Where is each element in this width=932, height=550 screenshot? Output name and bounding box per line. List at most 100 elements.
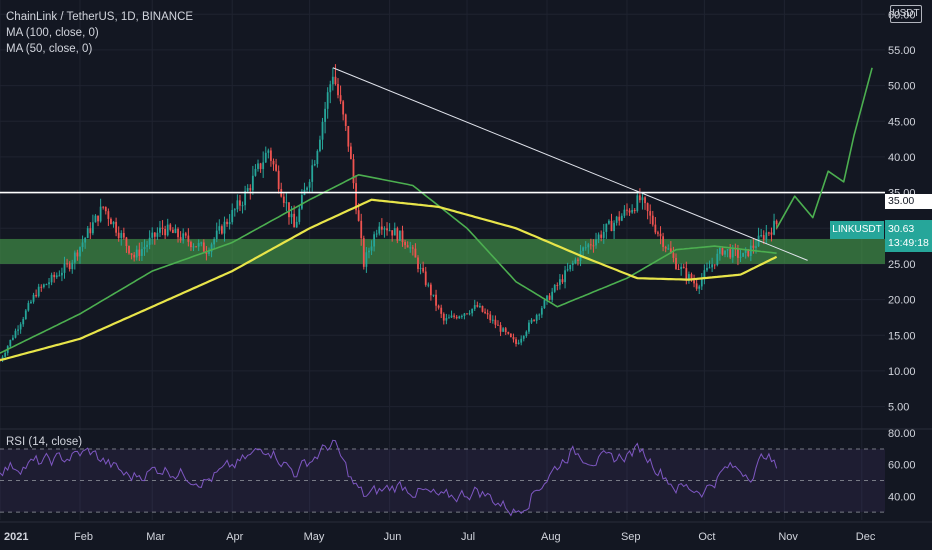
candle-body — [760, 235, 763, 237]
candle-body — [499, 325, 502, 332]
candle-body — [411, 247, 414, 249]
candle-body — [246, 188, 249, 192]
candle-body — [466, 313, 468, 315]
candle-body — [352, 159, 355, 184]
candle-body — [324, 108, 327, 122]
candle-body — [215, 230, 218, 240]
candle-body — [463, 313, 466, 316]
candle-body — [339, 95, 342, 102]
candle-body — [213, 239, 216, 245]
candle-body — [481, 305, 484, 312]
candle-body — [24, 310, 27, 320]
candle-body — [91, 222, 94, 234]
candle-body — [311, 165, 314, 182]
candle-body — [272, 160, 275, 165]
candle-body — [128, 245, 130, 254]
candle-body — [440, 307, 443, 314]
candle-body — [4, 352, 7, 357]
candle-body — [81, 242, 84, 248]
candle-body — [329, 84, 332, 93]
candle-body — [357, 210, 360, 221]
candle-body — [161, 227, 164, 229]
horizontal-level-label: 35.00 — [885, 194, 932, 209]
candle-body — [582, 247, 585, 251]
candle-body — [244, 191, 247, 206]
candle-body — [651, 215, 654, 225]
candle-body — [30, 301, 32, 304]
candle-body — [535, 315, 538, 321]
drawing-tools-layer — [0, 67, 885, 261]
candle-body — [577, 259, 579, 261]
candle-body — [42, 284, 45, 288]
candle-body — [762, 235, 765, 240]
candle-body — [708, 267, 711, 269]
currency-label[interactable]: USDT — [890, 5, 922, 23]
candle-body — [102, 206, 105, 208]
candle-body — [61, 272, 63, 276]
candle-body — [94, 215, 97, 223]
candle-body — [300, 195, 303, 209]
candle-body — [202, 242, 205, 252]
candle-body — [409, 247, 412, 249]
candle-body — [17, 329, 19, 331]
candle-body — [35, 294, 38, 297]
candle-body — [241, 205, 244, 207]
candle-body — [143, 246, 146, 250]
candle-body — [558, 279, 561, 286]
price-tick-label: 25.00 — [888, 259, 916, 271]
candle-body — [435, 294, 437, 306]
candle-body — [442, 313, 445, 321]
candle-body — [770, 232, 773, 235]
candle-body — [220, 226, 223, 234]
time-tick-label: 2021 — [4, 531, 28, 543]
candle-body — [755, 246, 757, 248]
candle-body — [11, 337, 14, 340]
candle-body — [195, 246, 197, 248]
candle-body — [548, 295, 551, 300]
candle-body — [370, 246, 373, 251]
candle-body — [19, 324, 22, 330]
candle-body — [631, 209, 634, 213]
candle-body — [68, 263, 71, 270]
chart-legend: ChainLink / TetherUS, 1D, BINANCE MA (10… — [6, 9, 193, 57]
candle-body — [135, 249, 138, 258]
moving-average-layer — [0, 173, 778, 362]
candle-body — [522, 336, 525, 339]
candle-body — [86, 228, 89, 238]
candle-body — [620, 215, 623, 221]
candle-body — [306, 187, 308, 190]
candle-body — [200, 242, 203, 244]
candle-body — [494, 319, 497, 325]
candle-body — [460, 315, 463, 317]
candle-body — [375, 233, 378, 235]
candle-body — [417, 257, 419, 269]
candle-body — [288, 202, 290, 218]
candle-body — [654, 224, 657, 233]
candle-body — [695, 283, 698, 289]
symbol-title[interactable]: ChainLink / TetherUS, 1D, BINANCE — [6, 11, 194, 23]
candle-body — [362, 238, 365, 267]
candle-body — [737, 249, 739, 258]
candle-body — [448, 317, 450, 319]
candle-body — [592, 245, 595, 247]
rsi-legend[interactable]: RSI (14, close) — [6, 436, 83, 448]
candle-body — [50, 274, 53, 283]
candle-body — [450, 315, 453, 318]
candle-body — [378, 226, 381, 234]
ma100-legend[interactable]: MA (100, close, 0) — [6, 27, 99, 39]
candle-body — [664, 246, 667, 249]
candle-body — [589, 244, 592, 246]
candle-body — [110, 218, 112, 225]
candle-body — [543, 300, 546, 309]
candle-body — [236, 200, 239, 210]
support-zone — [0, 238, 885, 264]
candle-body — [427, 284, 430, 286]
ma50-legend[interactable]: MA (50, close, 0) — [6, 43, 93, 55]
candle-body — [262, 162, 265, 170]
support-zone-layer — [0, 238, 885, 264]
candle-body — [53, 274, 56, 278]
candle-body — [649, 211, 652, 216]
candle-body — [595, 239, 597, 246]
candle-body — [275, 164, 277, 171]
